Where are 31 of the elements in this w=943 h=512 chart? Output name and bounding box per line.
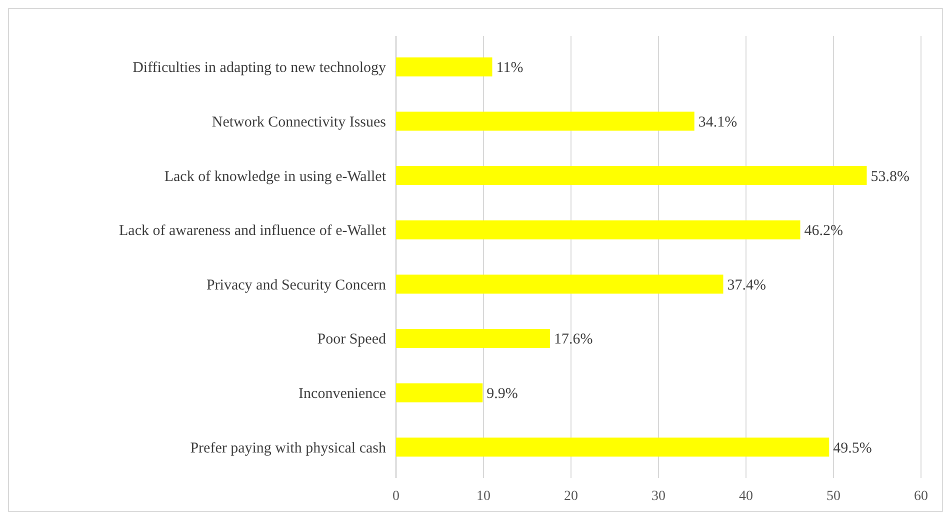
bar bbox=[396, 274, 724, 294]
data-label: 37.4% bbox=[727, 277, 766, 294]
x-tick-label: 0 bbox=[392, 489, 400, 504]
bar bbox=[396, 220, 800, 240]
data-label: 34.1% bbox=[698, 114, 738, 130]
y-tick-label: Network Connectivity Issues bbox=[212, 114, 386, 130]
data-label: 49.5% bbox=[833, 440, 872, 456]
bar bbox=[396, 328, 550, 348]
y-tick-label: Prefer paying with physical cash bbox=[190, 440, 386, 456]
bar bbox=[396, 112, 694, 131]
data-label: 17.6% bbox=[554, 332, 593, 348]
x-tick-label: 50 bbox=[826, 489, 840, 504]
bar bbox=[396, 383, 483, 402]
y-tick-label: Lack of knowledge in using e-Wallet bbox=[164, 168, 387, 185]
data-label: 11% bbox=[496, 60, 524, 76]
x-tick-label: 60 bbox=[914, 489, 928, 504]
y-tick-label: Poor Speed bbox=[317, 332, 386, 348]
x-tick-label: 20 bbox=[564, 489, 578, 504]
y-tick-label: Privacy and Security Concern bbox=[206, 277, 386, 294]
y-tick-label: Lack of awareness and influence of e-Wallet bbox=[119, 223, 387, 240]
bar bbox=[396, 57, 492, 76]
x-tick-label: 30 bbox=[652, 489, 666, 504]
x-tick-label: 40 bbox=[739, 489, 753, 504]
data-label: 9.9% bbox=[486, 386, 518, 402]
data-label: 53.8% bbox=[870, 168, 910, 185]
data-label: 46.2% bbox=[804, 223, 843, 240]
bar bbox=[396, 438, 830, 457]
bar bbox=[396, 166, 867, 186]
y-tick-label: Difficulties in adapting to new technology bbox=[132, 60, 386, 76]
x-tick-label: 10 bbox=[476, 489, 490, 504]
y-tick-label: Inconvenience bbox=[298, 386, 386, 402]
